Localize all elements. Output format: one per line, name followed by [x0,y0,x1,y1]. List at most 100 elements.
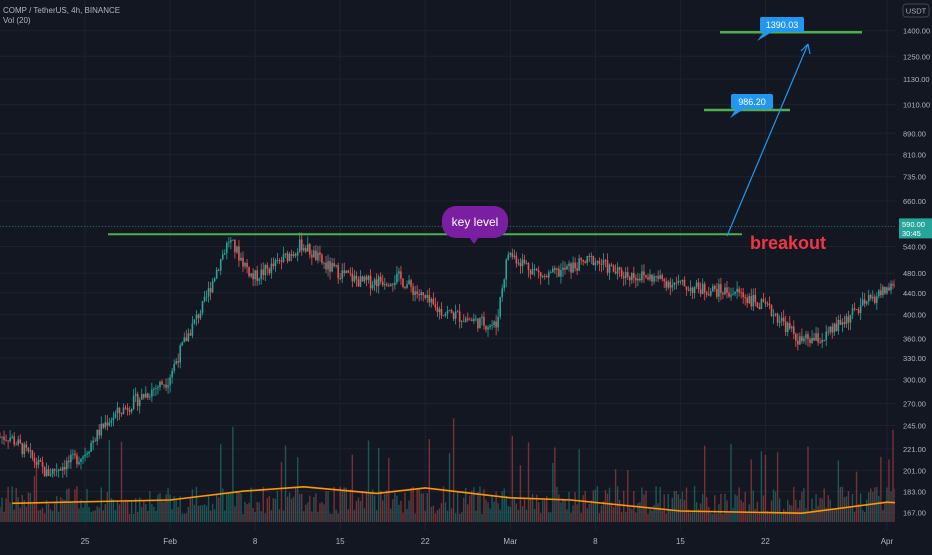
candle-body [851,308,854,315]
volume-bar [7,486,9,522]
volume-bar [463,497,465,522]
price-tick-label: 735.00 [903,173,926,182]
candle-body [537,270,540,273]
candle-body [400,271,402,279]
candle-body [515,255,518,264]
candle-body [752,294,755,307]
volume-bar [9,502,11,522]
candle-body [3,436,5,440]
volume-indicator-label[interactable]: Vol (20) [3,16,31,25]
candle-body [189,333,192,336]
candle-body [556,268,558,270]
volume-bar [835,509,838,522]
volume-bar [693,486,696,522]
volume-bar [699,503,702,522]
candle-body [51,468,54,475]
volume-bar [782,508,785,522]
candle-body [509,253,512,255]
time-tick-label: 22 [761,537,770,546]
candle-body [746,297,749,304]
candle-body [284,253,287,255]
candle-body [228,242,230,244]
volume-bar [426,493,428,522]
volume-bar [270,510,273,522]
target1-badge-bg [731,94,773,109]
volume-bar [849,506,852,522]
candle-body [23,444,26,455]
volume-bar [795,499,797,522]
volume-bar [262,486,264,522]
candle-body [653,276,655,282]
volume-bar [179,496,181,522]
price-axis: 1400.00 1250.00 1130.00 1010.00 890.00 810.00… [895,0,932,550]
candle-body [19,439,22,444]
volume-bar [507,506,509,522]
price-tick-label: 810.00 [903,151,926,160]
candle-body [507,254,510,260]
candle-body [219,259,222,271]
time-tick-label: 15 [336,537,345,546]
candle-body [871,296,874,299]
candle-body [426,295,429,298]
candle-body [250,273,252,277]
candle-body [491,325,493,326]
volume-bar [517,509,520,522]
candle-body [847,316,850,323]
volume-bar [380,490,382,522]
candle-body [869,294,872,299]
volume-bar [645,490,647,522]
volume-bar [799,500,801,522]
candle-body [596,260,599,263]
candle-body [612,265,615,272]
candle-body [799,336,801,345]
candle-body [691,287,694,294]
volume-bar [809,512,811,522]
volume-bar [657,503,659,522]
candle-body [404,286,406,288]
volume-bar [430,506,433,522]
candle-body [462,321,465,323]
volume-bar [82,507,84,522]
symbol-title[interactable]: COMP / TetherUS, 4h, BINANCE [3,6,121,15]
volume-bar [641,487,643,522]
candle-body [183,337,186,343]
volume-bar [839,486,842,522]
candle-body [645,275,647,278]
volume-bar [203,504,206,522]
candle-body [637,278,639,281]
volume-bar [724,493,726,522]
volume-bar [422,493,424,522]
candle-body [49,474,52,476]
candle-body [355,275,358,280]
volume-bar [665,513,667,522]
volume-bar [329,513,331,522]
candle-body [282,254,285,262]
candle-body [138,399,141,406]
volume-bar [367,440,370,522]
volume-bar [614,469,617,522]
candle-body [302,248,305,251]
volume-bar [124,499,127,522]
volume-bar [72,503,74,522]
candle-body [803,338,805,342]
target1-text: 986.20 [738,97,766,107]
volume-bar [33,476,36,522]
candle-body [705,292,708,295]
volume-bar [491,496,493,522]
volume-bar [19,507,21,522]
volume-bar [248,502,250,522]
volume-bar [505,495,507,522]
candle-body [377,276,380,287]
time-tick-label: 25 [81,537,90,546]
candle-body [533,268,536,270]
volume-bar [185,513,187,522]
candle-body [880,290,882,296]
candle-body [367,275,370,280]
candle-body [558,268,560,277]
volume-bar [35,463,38,522]
volume-bar [205,505,208,522]
candle-body [665,281,668,288]
candle-body [187,333,190,342]
